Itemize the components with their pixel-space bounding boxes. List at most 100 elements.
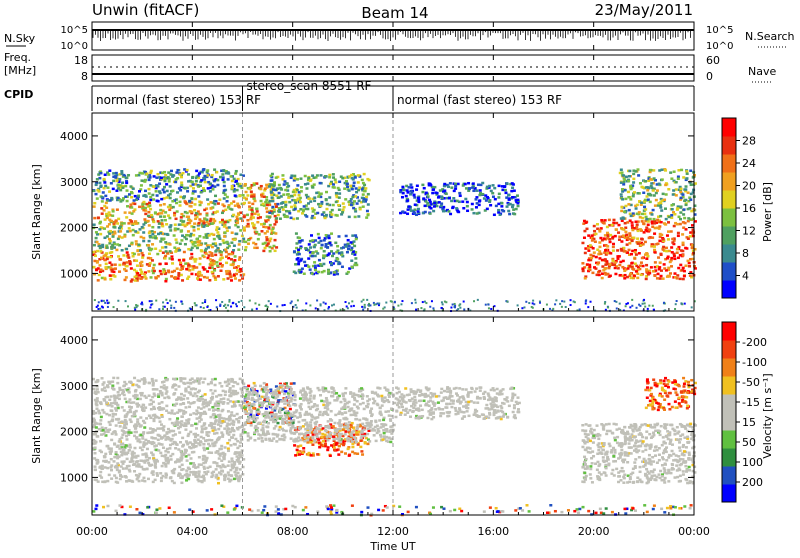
power-echo-cell — [161, 219, 164, 222]
power-echo-cell — [135, 240, 138, 243]
nsky-tick-top-right: 10^5 — [706, 25, 733, 36]
power-echo-cell — [516, 202, 519, 205]
power-echo-cell — [641, 257, 644, 260]
power-echo-cell — [162, 308, 164, 310]
power-echo-cell — [98, 228, 101, 231]
power-echo-cell — [284, 201, 287, 204]
power-echo-cell — [328, 237, 331, 240]
power-echo-cell — [365, 216, 368, 219]
power-echo-cell — [227, 277, 230, 280]
power-echo-cell — [678, 216, 681, 219]
power-echo-cell — [614, 267, 617, 270]
velocity-echo-cell — [174, 388, 177, 391]
power-echo-cell — [354, 257, 357, 260]
velocity-echo-cell — [232, 465, 235, 468]
power-echo-cell — [262, 203, 265, 206]
velocity-echo-cell — [100, 451, 103, 454]
power-echo-cell — [350, 198, 353, 201]
power-echo-cell — [200, 201, 203, 204]
power-echo-cell — [121, 236, 124, 239]
power-echo-cell — [603, 222, 606, 225]
power-echo-cell — [181, 267, 184, 270]
power-echo-cell — [627, 191, 630, 194]
power-echo-cell — [124, 279, 127, 282]
velocity-echo-cell — [136, 478, 139, 481]
power-echo-cell — [251, 222, 254, 225]
velocity-echo-cell — [203, 477, 206, 480]
velocity-echo-cell — [194, 441, 197, 444]
velocity-echo-cell — [215, 395, 218, 398]
power-echo-cell — [272, 188, 275, 191]
power-echo-cell — [638, 211, 641, 214]
power-echo-cell — [195, 170, 198, 173]
power-echo-cell — [621, 206, 624, 209]
power-echo-cell — [163, 186, 166, 189]
velocity-echo-cell — [136, 402, 139, 405]
power-echo-cell — [653, 245, 656, 248]
power-echo-cell — [627, 203, 630, 206]
power-echo-cell — [97, 305, 99, 307]
power-echo-cell — [272, 245, 275, 248]
power-echo-cell — [311, 239, 314, 242]
power-echo-cell — [366, 178, 369, 181]
velocity-echo-cell — [183, 394, 186, 397]
velocity-echo-cell — [232, 393, 235, 396]
power-echo-cell — [406, 191, 409, 194]
power-echo-cell — [499, 213, 502, 216]
power-echo-cell — [331, 304, 333, 306]
power-echo-cell — [362, 200, 365, 203]
power-echo-cell — [674, 222, 677, 225]
power-echo-cell — [179, 261, 182, 264]
power-echo-cell — [222, 242, 225, 245]
power-echo-cell — [234, 172, 237, 175]
power-echo-cell — [626, 221, 629, 224]
power-echo-cell — [475, 206, 478, 209]
velocity-echo-cell — [141, 449, 144, 452]
velocity-echo-cell — [134, 390, 137, 393]
power-echo-cell — [673, 213, 676, 216]
power-echo-cell — [159, 209, 162, 212]
velocity-echo-cell — [155, 379, 158, 382]
power-echo-cell — [151, 226, 154, 229]
power-echo-cell — [162, 268, 165, 271]
power-echo-cell — [164, 219, 167, 222]
velocity-echo-cell — [205, 473, 208, 476]
power-echo-cell — [214, 211, 217, 214]
power-echo-cell — [179, 243, 182, 246]
power-echo-cell — [659, 277, 662, 280]
power-echo-cell — [327, 234, 330, 237]
power-echo-cell — [269, 224, 272, 227]
power-echo-cell — [471, 203, 474, 206]
power-echo-cell — [237, 248, 240, 251]
velocity-echo-cell — [197, 480, 200, 483]
velocity-echo-cell — [98, 423, 101, 426]
velocity-echo-cell — [233, 403, 236, 406]
power-echo-cell — [170, 275, 173, 278]
velocity-echo-cell — [290, 382, 293, 385]
velocity-echo-cell — [221, 420, 224, 423]
velocity-echo-cell — [237, 472, 240, 475]
velocity-echo-cell — [180, 482, 183, 485]
power-echo-cell — [266, 204, 269, 207]
velocity-echo-cell — [128, 398, 131, 401]
velocity-echo-cell — [123, 409, 126, 412]
power-echo-cell — [144, 276, 147, 279]
velocity-echo-cell — [104, 453, 107, 456]
power-echo-cell — [233, 266, 236, 269]
power-echo-cell — [198, 218, 201, 221]
power-echo-cell — [136, 250, 139, 253]
velocity-echo-cell — [180, 409, 183, 412]
velocity-echo-cell — [132, 460, 135, 463]
power-echo-cell — [669, 171, 672, 174]
power-echo-cell — [401, 186, 404, 189]
velocity-echo-cell — [151, 378, 154, 381]
power-echo-cell — [192, 258, 195, 261]
velocity-echo-cell — [116, 481, 119, 484]
power-echo-cell — [512, 208, 515, 211]
velocity-echo-cell — [194, 436, 197, 439]
power-echo-cell — [106, 300, 108, 302]
power-echo-cell — [455, 207, 458, 210]
power-echo-cell — [667, 188, 670, 191]
velocity-echo-cell — [125, 453, 128, 456]
power-echo-cell — [154, 247, 157, 250]
